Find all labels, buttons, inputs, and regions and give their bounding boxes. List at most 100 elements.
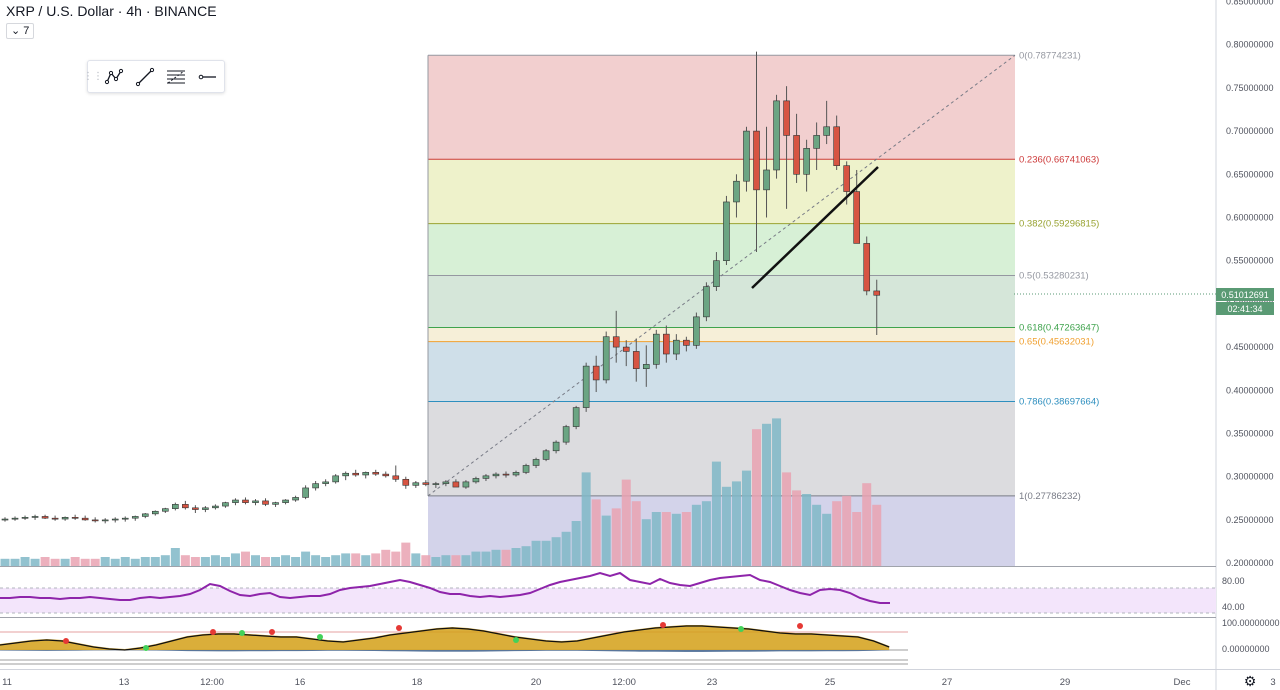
candle-body[interactable] [753, 130, 760, 191]
fib-lines-icon[interactable] [160, 61, 191, 92]
indicator-count-badge[interactable]: ⌄ 7 [6, 23, 35, 39]
trend-line-icon[interactable] [129, 61, 160, 92]
candle-body[interactable] [242, 499, 249, 503]
candle-body[interactable] [131, 516, 139, 519]
user-trend-line[interactable] [751, 166, 879, 289]
candle-body[interactable] [843, 165, 850, 192]
candle-body[interactable] [302, 487, 309, 498]
candle-body[interactable] [81, 517, 89, 521]
candle-body[interactable] [452, 481, 460, 488]
candle-body[interactable] [292, 497, 299, 501]
candle-body[interactable] [462, 481, 470, 488]
candle-body[interactable] [272, 502, 279, 505]
candle-body[interactable] [21, 517, 29, 519]
candle-body[interactable] [622, 346, 630, 352]
candle-body[interactable] [642, 364, 650, 370]
candle-body[interactable] [1, 518, 9, 521]
candle-body[interactable] [412, 482, 420, 486]
pattern-icon[interactable] [98, 61, 129, 92]
candle-body[interactable] [101, 519, 109, 522]
candle-body[interactable] [632, 351, 640, 370]
candle-body[interactable] [693, 316, 700, 346]
candle-body[interactable] [492, 473, 500, 477]
candle-body[interactable] [51, 517, 59, 520]
candle-body[interactable] [743, 130, 750, 182]
candle-body[interactable] [572, 407, 580, 427]
candle-body[interactable] [382, 473, 390, 477]
candle-body[interactable] [332, 475, 339, 483]
candle-body[interactable] [703, 286, 710, 318]
gear-icon[interactable]: ⚙ [1244, 674, 1257, 690]
candle-body[interactable] [372, 472, 380, 475]
candle-body[interactable] [833, 126, 840, 166]
candle-body[interactable] [873, 290, 881, 296]
candle-body[interactable] [152, 510, 159, 515]
candle-body[interactable] [121, 517, 129, 520]
candle-body[interactable] [683, 339, 690, 346]
candle-body[interactable] [442, 481, 450, 484]
candle-body[interactable] [262, 500, 269, 505]
candle-body[interactable] [823, 126, 830, 136]
candle-body[interactable] [472, 478, 480, 483]
candle-body[interactable] [182, 504, 189, 509]
candle-body[interactable] [733, 180, 740, 203]
candle-body[interactable] [402, 478, 410, 486]
candle-body[interactable] [392, 475, 400, 480]
candle-body[interactable] [61, 517, 69, 520]
candle-body[interactable] [482, 475, 490, 479]
candle-body[interactable] [602, 336, 610, 381]
candle-body[interactable] [612, 336, 620, 348]
candle-body[interactable] [813, 135, 820, 149]
candle-body[interactable] [592, 365, 600, 381]
candle-body[interactable] [352, 472, 360, 476]
candle-body[interactable] [362, 472, 370, 476]
candle-body[interactable] [31, 516, 39, 518]
candle-body[interactable] [172, 504, 179, 509]
candle-body[interactable] [522, 465, 530, 473]
candle-body[interactable] [512, 472, 520, 476]
horizontal-ray-icon[interactable] [191, 61, 222, 92]
candle-body[interactable] [863, 243, 871, 292]
candle-body[interactable] [141, 513, 149, 517]
candle-body[interactable] [41, 516, 49, 519]
candle-body[interactable] [582, 365, 590, 408]
candle-body[interactable] [713, 260, 720, 287]
candle-body[interactable] [192, 507, 199, 510]
candle-body[interactable] [793, 135, 800, 175]
price-axis-label: 0.35000000 [1226, 429, 1274, 439]
candle-body[interactable] [162, 508, 169, 512]
candle-body[interactable] [202, 507, 209, 510]
fib-level-label: 0.5(0.53280231) [1019, 271, 1089, 282]
candle-body[interactable] [652, 333, 660, 365]
candle-body[interactable] [552, 441, 560, 452]
candle-body[interactable] [803, 148, 810, 175]
candle-body[interactable] [322, 481, 329, 484]
candle-body[interactable] [763, 169, 770, 191]
candle-body[interactable] [853, 191, 861, 244]
candle-body[interactable] [252, 500, 259, 503]
candle-body[interactable] [282, 499, 289, 503]
candle-body[interactable] [673, 339, 680, 355]
drag-handle-icon[interactable]: ⋮⋮ [83, 71, 103, 82]
candle-body[interactable] [783, 100, 790, 136]
candle-body[interactable] [542, 450, 550, 460]
candle-body[interactable] [432, 483, 440, 485]
candle-body[interactable] [342, 472, 349, 477]
candle-body[interactable] [222, 502, 229, 507]
candle-body[interactable] [663, 333, 670, 355]
time-axis-label: 18 [412, 677, 423, 688]
candle-body[interactable] [723, 201, 730, 261]
candle-body[interactable] [502, 473, 510, 476]
candle-body[interactable] [422, 482, 430, 485]
candle-body[interactable] [91, 519, 99, 522]
candle-body[interactable] [232, 499, 239, 503]
candle-body[interactable] [562, 426, 570, 443]
candle-body[interactable] [71, 517, 79, 519]
candle-body[interactable] [532, 459, 540, 466]
candle-body[interactable] [111, 518, 119, 521]
candle-body[interactable] [11, 517, 19, 520]
candle-body[interactable] [212, 505, 219, 509]
candle-body[interactable] [312, 483, 319, 489]
candle-body[interactable] [773, 100, 780, 171]
